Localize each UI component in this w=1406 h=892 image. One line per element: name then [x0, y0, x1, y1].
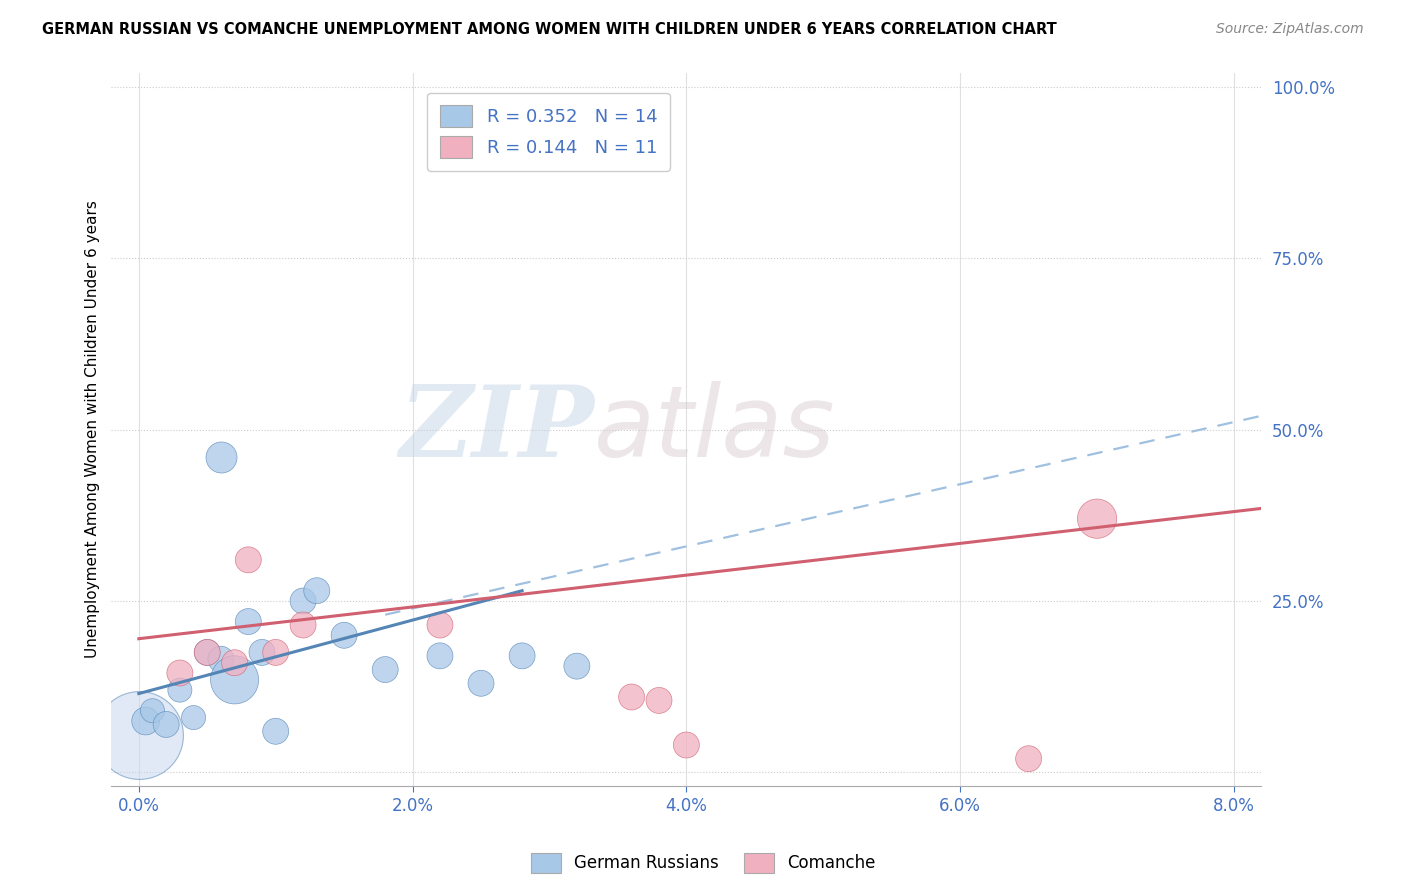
Point: [565, 659, 588, 673]
Point: [264, 724, 287, 739]
Point: [128, 728, 150, 742]
Point: [470, 676, 492, 690]
Point: [305, 583, 328, 598]
Point: [374, 663, 396, 677]
Point: [250, 645, 273, 659]
Text: ZIP: ZIP: [399, 381, 595, 478]
Point: [209, 652, 232, 666]
Point: [333, 628, 356, 642]
Legend: German Russians, Comanche: German Russians, Comanche: [524, 847, 882, 880]
Point: [429, 648, 451, 663]
Point: [195, 645, 218, 659]
Point: [209, 450, 232, 464]
Point: [141, 704, 163, 718]
Point: [675, 738, 697, 752]
Legend: R = 0.352   N = 14, R = 0.144   N = 11: R = 0.352 N = 14, R = 0.144 N = 11: [427, 93, 669, 171]
Point: [1018, 752, 1040, 766]
Point: [264, 645, 287, 659]
Point: [224, 673, 246, 687]
Point: [169, 665, 191, 680]
Point: [510, 648, 533, 663]
Point: [155, 717, 177, 731]
Point: [292, 618, 315, 632]
Point: [238, 615, 260, 629]
Point: [1085, 512, 1108, 526]
Text: atlas: atlas: [595, 381, 837, 478]
Point: [620, 690, 643, 704]
Point: [292, 594, 315, 608]
Point: [195, 645, 218, 659]
Point: [183, 710, 205, 724]
Point: [648, 693, 671, 707]
Point: [224, 656, 246, 670]
Point: [135, 714, 157, 728]
Point: [169, 683, 191, 698]
Text: Source: ZipAtlas.com: Source: ZipAtlas.com: [1216, 22, 1364, 37]
Text: GERMAN RUSSIAN VS COMANCHE UNEMPLOYMENT AMONG WOMEN WITH CHILDREN UNDER 6 YEARS : GERMAN RUSSIAN VS COMANCHE UNEMPLOYMENT …: [42, 22, 1057, 37]
Point: [238, 553, 260, 567]
Y-axis label: Unemployment Among Women with Children Under 6 years: Unemployment Among Women with Children U…: [86, 201, 100, 658]
Point: [429, 618, 451, 632]
